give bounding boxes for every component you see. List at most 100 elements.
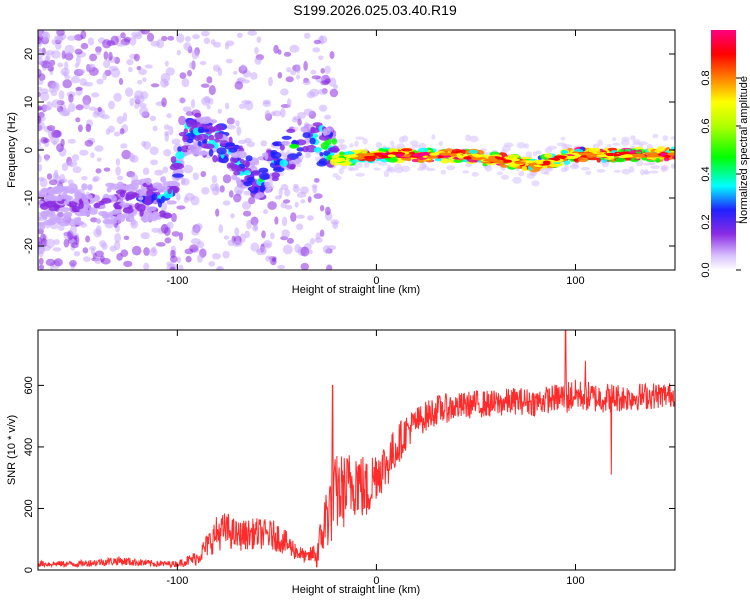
ridge-blob: [52, 187, 57, 192]
ridge-blob: [322, 128, 328, 137]
noise-blob: [120, 249, 129, 257]
noise-blob: [75, 55, 81, 66]
noise-blob: [241, 201, 252, 210]
noise-blob: [503, 142, 514, 148]
noise-blob: [38, 106, 43, 111]
noise-blob: [81, 176, 88, 181]
noise-blob: [640, 169, 645, 176]
noise-blob: [349, 167, 360, 171]
noise-blob: [178, 115, 187, 126]
noise-blob: [156, 39, 165, 49]
ridge-blob: [125, 195, 130, 202]
noise-blob: [38, 61, 44, 66]
noise-blob: [281, 229, 290, 239]
ridge-peak: [472, 153, 480, 157]
noise-blob: [230, 213, 235, 219]
ridge-blob: [507, 154, 520, 159]
noise-blob: [235, 120, 240, 127]
noise-blob: [138, 102, 147, 108]
noise-blob: [246, 219, 252, 230]
noise-blob: [440, 169, 447, 175]
noise-blob: [38, 139, 42, 144]
noise-blob: [108, 51, 113, 61]
noise-blob: [386, 168, 394, 172]
ridge-peak: [554, 155, 567, 159]
ridge-blob: [112, 209, 122, 214]
x-tick-label: 100: [566, 275, 584, 287]
ridge-blob: [186, 138, 194, 144]
ridge-blob: [66, 201, 78, 207]
noise-blob: [91, 92, 100, 98]
noise-blob: [309, 88, 320, 97]
y-tick-label: -20: [23, 238, 35, 254]
noise-blob: [307, 215, 314, 221]
noise-blob: [192, 34, 200, 40]
noise-blob: [335, 175, 342, 181]
noise-blob: [93, 175, 100, 182]
noise-blob: [274, 216, 279, 225]
ridge-blob: [235, 177, 241, 185]
noise-blob: [149, 146, 159, 155]
noise-blob: [531, 180, 540, 187]
noise-blob: [56, 143, 64, 153]
ridge-blob: [279, 159, 289, 167]
noise-blob: [102, 39, 112, 49]
noise-blob: [597, 139, 603, 147]
noise-blob: [103, 167, 111, 172]
noise-blob: [294, 201, 299, 208]
noise-blob: [337, 143, 345, 150]
noise-blob: [116, 116, 125, 124]
noise-blob: [190, 195, 200, 206]
ridge-peak: [483, 158, 499, 162]
ridge-peak: [355, 153, 369, 157]
noise-blob: [289, 44, 300, 53]
x-tick-label: 0: [373, 275, 379, 287]
noise-blob: [544, 170, 550, 175]
noise-blob: [68, 102, 76, 113]
y-tick-label: 0: [23, 567, 35, 573]
ridge-blob: [186, 119, 196, 128]
noise-blob: [164, 237, 172, 244]
ridge-blob: [144, 195, 152, 202]
ridge-blob: [663, 157, 670, 162]
noise-blob: [38, 164, 43, 172]
ridge-blob: [251, 170, 261, 176]
ridge-blob: [250, 186, 255, 192]
noise-blob: [178, 97, 186, 104]
x-tick-label: -100: [166, 275, 188, 287]
noise-blob: [71, 242, 79, 249]
ridge-blob: [279, 144, 285, 151]
noise-blob: [176, 256, 182, 264]
noise-blob: [326, 264, 333, 270]
ridge-blob: [264, 188, 271, 193]
ridge-blob: [440, 158, 450, 164]
ridge-blob: [500, 164, 509, 168]
noise-blob: [201, 187, 210, 195]
noise-blob: [191, 228, 200, 236]
noise-blob: [64, 44, 75, 55]
ridge-blob: [656, 146, 666, 152]
ridge-peak: [586, 153, 593, 157]
noise-blob: [547, 145, 557, 150]
ridge-blob: [243, 181, 253, 187]
noise-blob: [206, 104, 211, 110]
noise-blob: [101, 114, 110, 120]
snr-axes: -100 0 100 0 200 400 600: [23, 330, 675, 587]
noise-blob: [108, 65, 119, 72]
noise-blob: [290, 212, 297, 223]
ridge-blob: [145, 206, 157, 212]
noise-blob: [96, 157, 102, 162]
ridge-blob: [175, 151, 185, 160]
noise-blob: [119, 128, 125, 135]
y-tick-label: -10: [23, 190, 35, 206]
ridge-blob: [126, 184, 135, 189]
ridge-peak: [605, 152, 616, 157]
noise-blob: [62, 79, 72, 89]
ridge-blob: [255, 192, 265, 198]
noise-blob: [614, 169, 621, 173]
noise-blob: [215, 208, 220, 217]
ridge-blob: [146, 210, 153, 217]
noise-blob: [241, 100, 251, 105]
ridge-blob: [239, 158, 245, 164]
noise-blob: [217, 67, 223, 77]
